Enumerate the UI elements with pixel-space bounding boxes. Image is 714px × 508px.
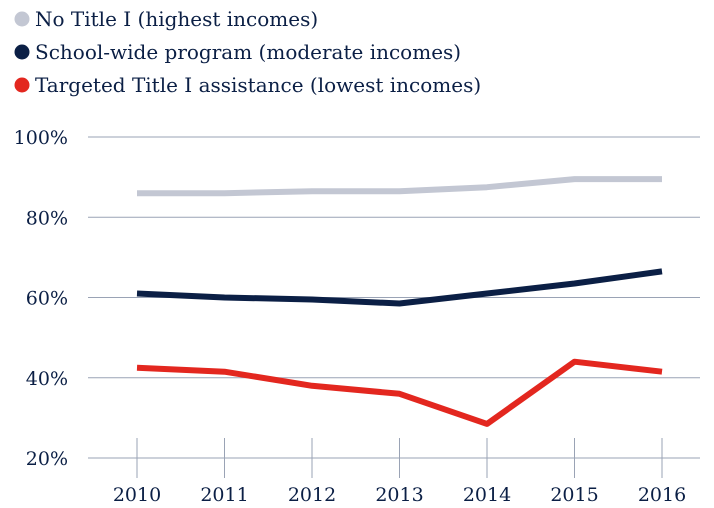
legend-item: Targeted Title I assistance (lowest inco… xyxy=(14,73,481,97)
legend: No Title I (highest incomes) School-wide … xyxy=(14,7,481,97)
y-tick-label: 100% xyxy=(14,127,68,149)
x-tick-label: 2015 xyxy=(550,484,598,506)
legend-label: Targeted Title I assistance (lowest inco… xyxy=(35,73,481,97)
series-line xyxy=(136,358,663,427)
x-tick-label: 2014 xyxy=(463,484,511,506)
series-line xyxy=(137,176,662,197)
y-tick-label: 60% xyxy=(26,288,68,310)
legend-marker xyxy=(14,11,30,27)
legend-item: No Title I (highest incomes) xyxy=(14,7,318,31)
y-tick-label: 80% xyxy=(26,207,68,229)
x-tick-label: 2010 xyxy=(113,484,161,506)
x-tick-label: 2013 xyxy=(375,484,423,506)
y-axis: 20% 40% 60% 80% 100% xyxy=(14,127,68,470)
y-tick-label: 40% xyxy=(26,368,68,390)
legend-label: School-wide program (moderate incomes) xyxy=(35,40,461,64)
legend-item: School-wide program (moderate incomes) xyxy=(14,40,461,64)
x-tick-label: 2011 xyxy=(200,484,248,506)
x-tick-label: 2012 xyxy=(288,484,336,506)
x-tick-label: 2016 xyxy=(638,484,686,506)
series-lines xyxy=(136,176,663,427)
series-line xyxy=(136,268,663,307)
legend-marker xyxy=(14,44,30,60)
legend-marker xyxy=(14,77,30,93)
x-axis: 2010 2011 2012 2013 2014 2015 2016 xyxy=(113,438,686,506)
legend-label: No Title I (highest incomes) xyxy=(35,7,318,31)
y-tick-label: 20% xyxy=(26,448,68,470)
